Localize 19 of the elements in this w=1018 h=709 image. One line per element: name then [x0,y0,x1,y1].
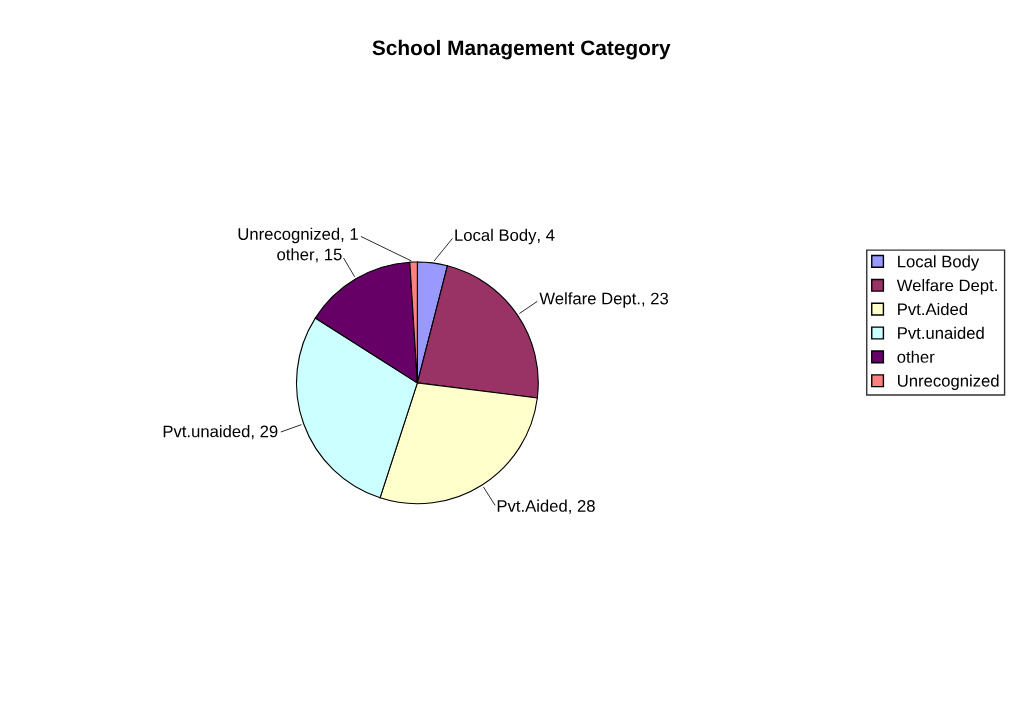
data-label: , 15 [316,248,342,263]
slice-label: Pvt.Aided [497,499,567,512]
slice-label: Welfare Dept. [539,292,640,308]
slice-label: Pvt.unaided [163,425,250,438]
data-label: , 29 [251,425,278,440]
chart-title: School Management Category [372,39,671,60]
legend-label: Pvt.Aided [898,302,968,316]
legend-label: other [897,350,935,363]
data-label: , 28 [569,500,595,514]
slice-label: other [277,248,315,261]
data-label: , 1 [341,228,358,242]
legend-label: Local Body [898,255,980,271]
data-label: , 23 [642,292,669,307]
slice-label: Local Body [455,228,537,245]
legend-label: Pvt.unaided [898,326,984,339]
data-label: , 4 [537,229,555,243]
slice-label: Unrecognized [238,227,340,244]
legend-label: Unrecognized [898,374,999,391]
legend-label: Welfare Dept. [896,279,997,295]
